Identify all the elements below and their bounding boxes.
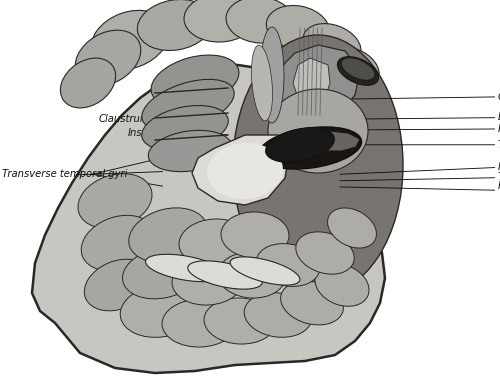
- Ellipse shape: [256, 244, 320, 286]
- Text: Insula: Insula: [128, 128, 228, 138]
- Polygon shape: [275, 45, 360, 121]
- Text: Fimbria: Fimbria: [340, 162, 500, 174]
- Ellipse shape: [81, 215, 155, 271]
- Ellipse shape: [146, 254, 224, 282]
- Ellipse shape: [75, 30, 141, 86]
- Ellipse shape: [315, 264, 369, 306]
- Polygon shape: [316, 131, 360, 151]
- Ellipse shape: [184, 0, 256, 42]
- Text: Thalamus: Thalamus: [310, 140, 500, 150]
- Ellipse shape: [258, 127, 362, 169]
- Ellipse shape: [280, 281, 344, 325]
- Ellipse shape: [226, 0, 294, 43]
- Ellipse shape: [303, 24, 361, 66]
- Ellipse shape: [91, 10, 169, 70]
- Ellipse shape: [266, 5, 330, 51]
- Text: Inferior cornu of lateral
ventricle: Inferior cornu of lateral ventricle: [340, 181, 500, 202]
- Ellipse shape: [328, 208, 376, 248]
- Ellipse shape: [218, 252, 286, 298]
- Ellipse shape: [204, 298, 276, 344]
- Ellipse shape: [148, 130, 232, 172]
- Ellipse shape: [84, 259, 152, 311]
- Ellipse shape: [338, 57, 378, 85]
- Text: Tail of caudate nucleus: Tail of caudate nucleus: [340, 172, 500, 182]
- Ellipse shape: [230, 257, 300, 285]
- Ellipse shape: [331, 48, 379, 88]
- Ellipse shape: [142, 79, 234, 131]
- Ellipse shape: [221, 212, 289, 258]
- Ellipse shape: [78, 173, 152, 228]
- Text: Internal capsule: Internal capsule: [310, 124, 500, 134]
- Ellipse shape: [296, 232, 354, 274]
- Ellipse shape: [151, 55, 239, 107]
- Ellipse shape: [179, 219, 251, 267]
- Polygon shape: [293, 58, 330, 105]
- Text: Optic tract: Optic tract: [310, 92, 500, 101]
- Ellipse shape: [138, 0, 212, 51]
- Ellipse shape: [60, 58, 116, 108]
- Ellipse shape: [129, 208, 207, 262]
- Ellipse shape: [341, 58, 375, 80]
- Ellipse shape: [207, 143, 283, 199]
- Ellipse shape: [266, 128, 334, 162]
- Text: Claustrum: Claustrum: [98, 115, 228, 124]
- Ellipse shape: [120, 285, 200, 337]
- Ellipse shape: [244, 293, 312, 337]
- Ellipse shape: [252, 45, 272, 121]
- Ellipse shape: [172, 257, 244, 305]
- Ellipse shape: [142, 105, 229, 151]
- Text: Transverse temporal gyri: Transverse temporal gyri: [2, 169, 127, 179]
- Ellipse shape: [188, 261, 262, 289]
- Ellipse shape: [122, 247, 202, 299]
- Ellipse shape: [233, 35, 403, 295]
- Ellipse shape: [268, 89, 368, 173]
- Text: Lentiform nucleus: Lentiform nucleus: [310, 112, 500, 122]
- Polygon shape: [32, 65, 385, 373]
- Ellipse shape: [260, 27, 284, 123]
- Polygon shape: [192, 135, 290, 205]
- Ellipse shape: [162, 299, 238, 347]
